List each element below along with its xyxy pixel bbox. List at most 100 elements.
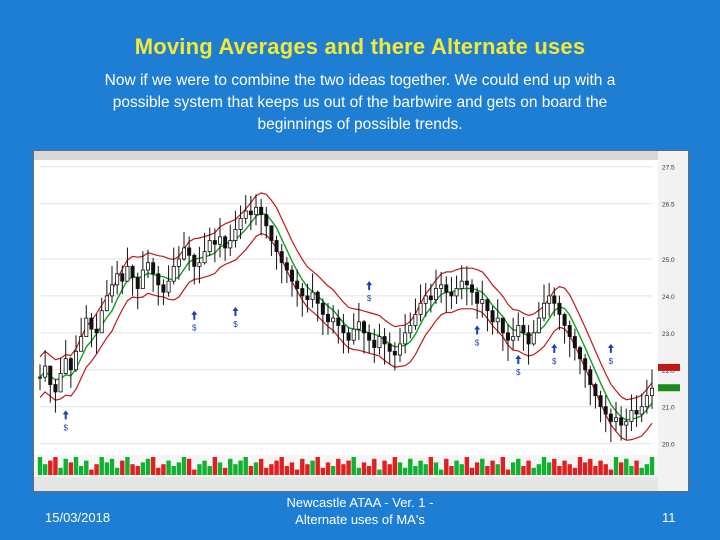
volume-bar (588, 458, 593, 475)
price-bar (187, 236, 192, 271)
volume-bar (449, 466, 454, 475)
y-tick-label: 21.0 (662, 405, 675, 412)
price-bar (572, 328, 577, 361)
price-bar (310, 273, 315, 308)
price-bar (614, 401, 619, 431)
volume-bar (361, 462, 367, 475)
price-bar (634, 395, 639, 427)
price-bar (531, 319, 536, 346)
signal-marker: $ (191, 310, 198, 333)
price-bar (320, 298, 325, 336)
volume-bar (181, 457, 187, 475)
price-bar (588, 365, 593, 406)
volume-bar (351, 457, 356, 475)
price-bar (43, 350, 48, 382)
stock-chart: $ $ $ $ $ $ $ $ 27.5 26.5 25.0 24.0 23.0 22.0 21.0 20.… (33, 150, 689, 492)
price-bar (269, 225, 274, 257)
volume-bar (495, 464, 500, 475)
volume-panel (34, 455, 658, 477)
volume-bar (438, 469, 444, 475)
price-bar (341, 314, 346, 354)
price-bar (264, 206, 269, 239)
price-bar (511, 317, 516, 350)
price-bar (120, 265, 125, 295)
price-bar (403, 314, 408, 354)
volume-bar (284, 466, 290, 475)
price-bar (161, 279, 166, 306)
volume-bar (521, 466, 526, 475)
volume-bar (94, 464, 99, 475)
volume-bar (109, 458, 115, 475)
volume-bar (78, 466, 84, 475)
footer-center: Newcastle ATAA - Ver. 1 - Alternate uses… (0, 494, 720, 528)
price-bar (259, 198, 264, 236)
grid-lines (40, 166, 652, 445)
ma-lower-band (39, 232, 653, 441)
signal-marker: $ (515, 355, 522, 377)
price-bar (536, 302, 541, 334)
volume-bar (310, 460, 315, 475)
volume-bar (305, 464, 310, 475)
price-bar (541, 284, 546, 322)
price-bar (500, 317, 505, 351)
volume-bar (63, 458, 68, 475)
signal-markers: $ $ $ $ $ $ $ $ (62, 281, 614, 432)
price-axis-ticks: 27.5 26.5 25.0 24.0 23.0 22.0 21.0 20.0 (658, 165, 680, 449)
price-bar (181, 232, 186, 261)
volume-bar (598, 460, 603, 475)
volume-bar (433, 462, 439, 475)
volume-bar (516, 458, 521, 475)
price-bar (423, 283, 428, 317)
volume-bar (53, 457, 58, 475)
price-bar (547, 283, 552, 317)
price-bar (583, 353, 588, 388)
price-bar (377, 323, 382, 355)
volume-bar (639, 467, 644, 475)
price-bar (146, 249, 151, 279)
volume-bar (228, 458, 233, 475)
volume-bar (99, 457, 104, 475)
up-arrow-icon (366, 281, 373, 291)
volume-bar (120, 460, 125, 475)
volume-bar (366, 466, 372, 475)
price-tag-current (658, 384, 680, 392)
price-bar (372, 328, 377, 364)
volume-bar (444, 458, 449, 475)
signal-tag: $ (192, 324, 197, 333)
chart-svg: $ $ $ $ $ $ $ $ 27.5 26.5 25.0 24.0 23.0 22.0 21.0 20.… (34, 151, 688, 491)
volume-bar (582, 462, 588, 475)
volume-bar (104, 462, 110, 475)
price-bar (485, 297, 490, 332)
volume-bar (269, 464, 274, 475)
volume-bar (197, 464, 202, 475)
price-bar (140, 251, 145, 289)
price-bar (130, 264, 135, 296)
price-bar (367, 324, 372, 354)
volume-bar (562, 460, 567, 475)
price-bar (115, 260, 120, 295)
price-bar (567, 320, 572, 358)
price-bar (449, 277, 454, 309)
volume-bar (474, 462, 480, 475)
price-bar (629, 394, 634, 432)
chart-header-bar (34, 151, 688, 160)
signal-tag: $ (609, 357, 614, 366)
volume-bar (372, 458, 377, 475)
y-tick-label: 25.0 (662, 257, 675, 264)
volume-bar (279, 457, 284, 475)
volume-bar (428, 457, 434, 475)
signal-marker: $ (474, 325, 481, 347)
volume-bar (454, 460, 459, 475)
price-bar (650, 369, 655, 409)
volume-bar (186, 458, 192, 475)
signal-marker: $ (62, 410, 69, 432)
price-bar (53, 379, 58, 413)
price-bar (74, 335, 79, 372)
y-tick-label: 26.5 (662, 202, 675, 209)
y-tick-label: 22.0 (662, 368, 675, 375)
volume-bar (140, 462, 146, 475)
signal-tag: $ (367, 294, 372, 303)
volume-bar (423, 464, 428, 475)
price-bar (459, 265, 464, 300)
volume-bar (150, 457, 156, 475)
